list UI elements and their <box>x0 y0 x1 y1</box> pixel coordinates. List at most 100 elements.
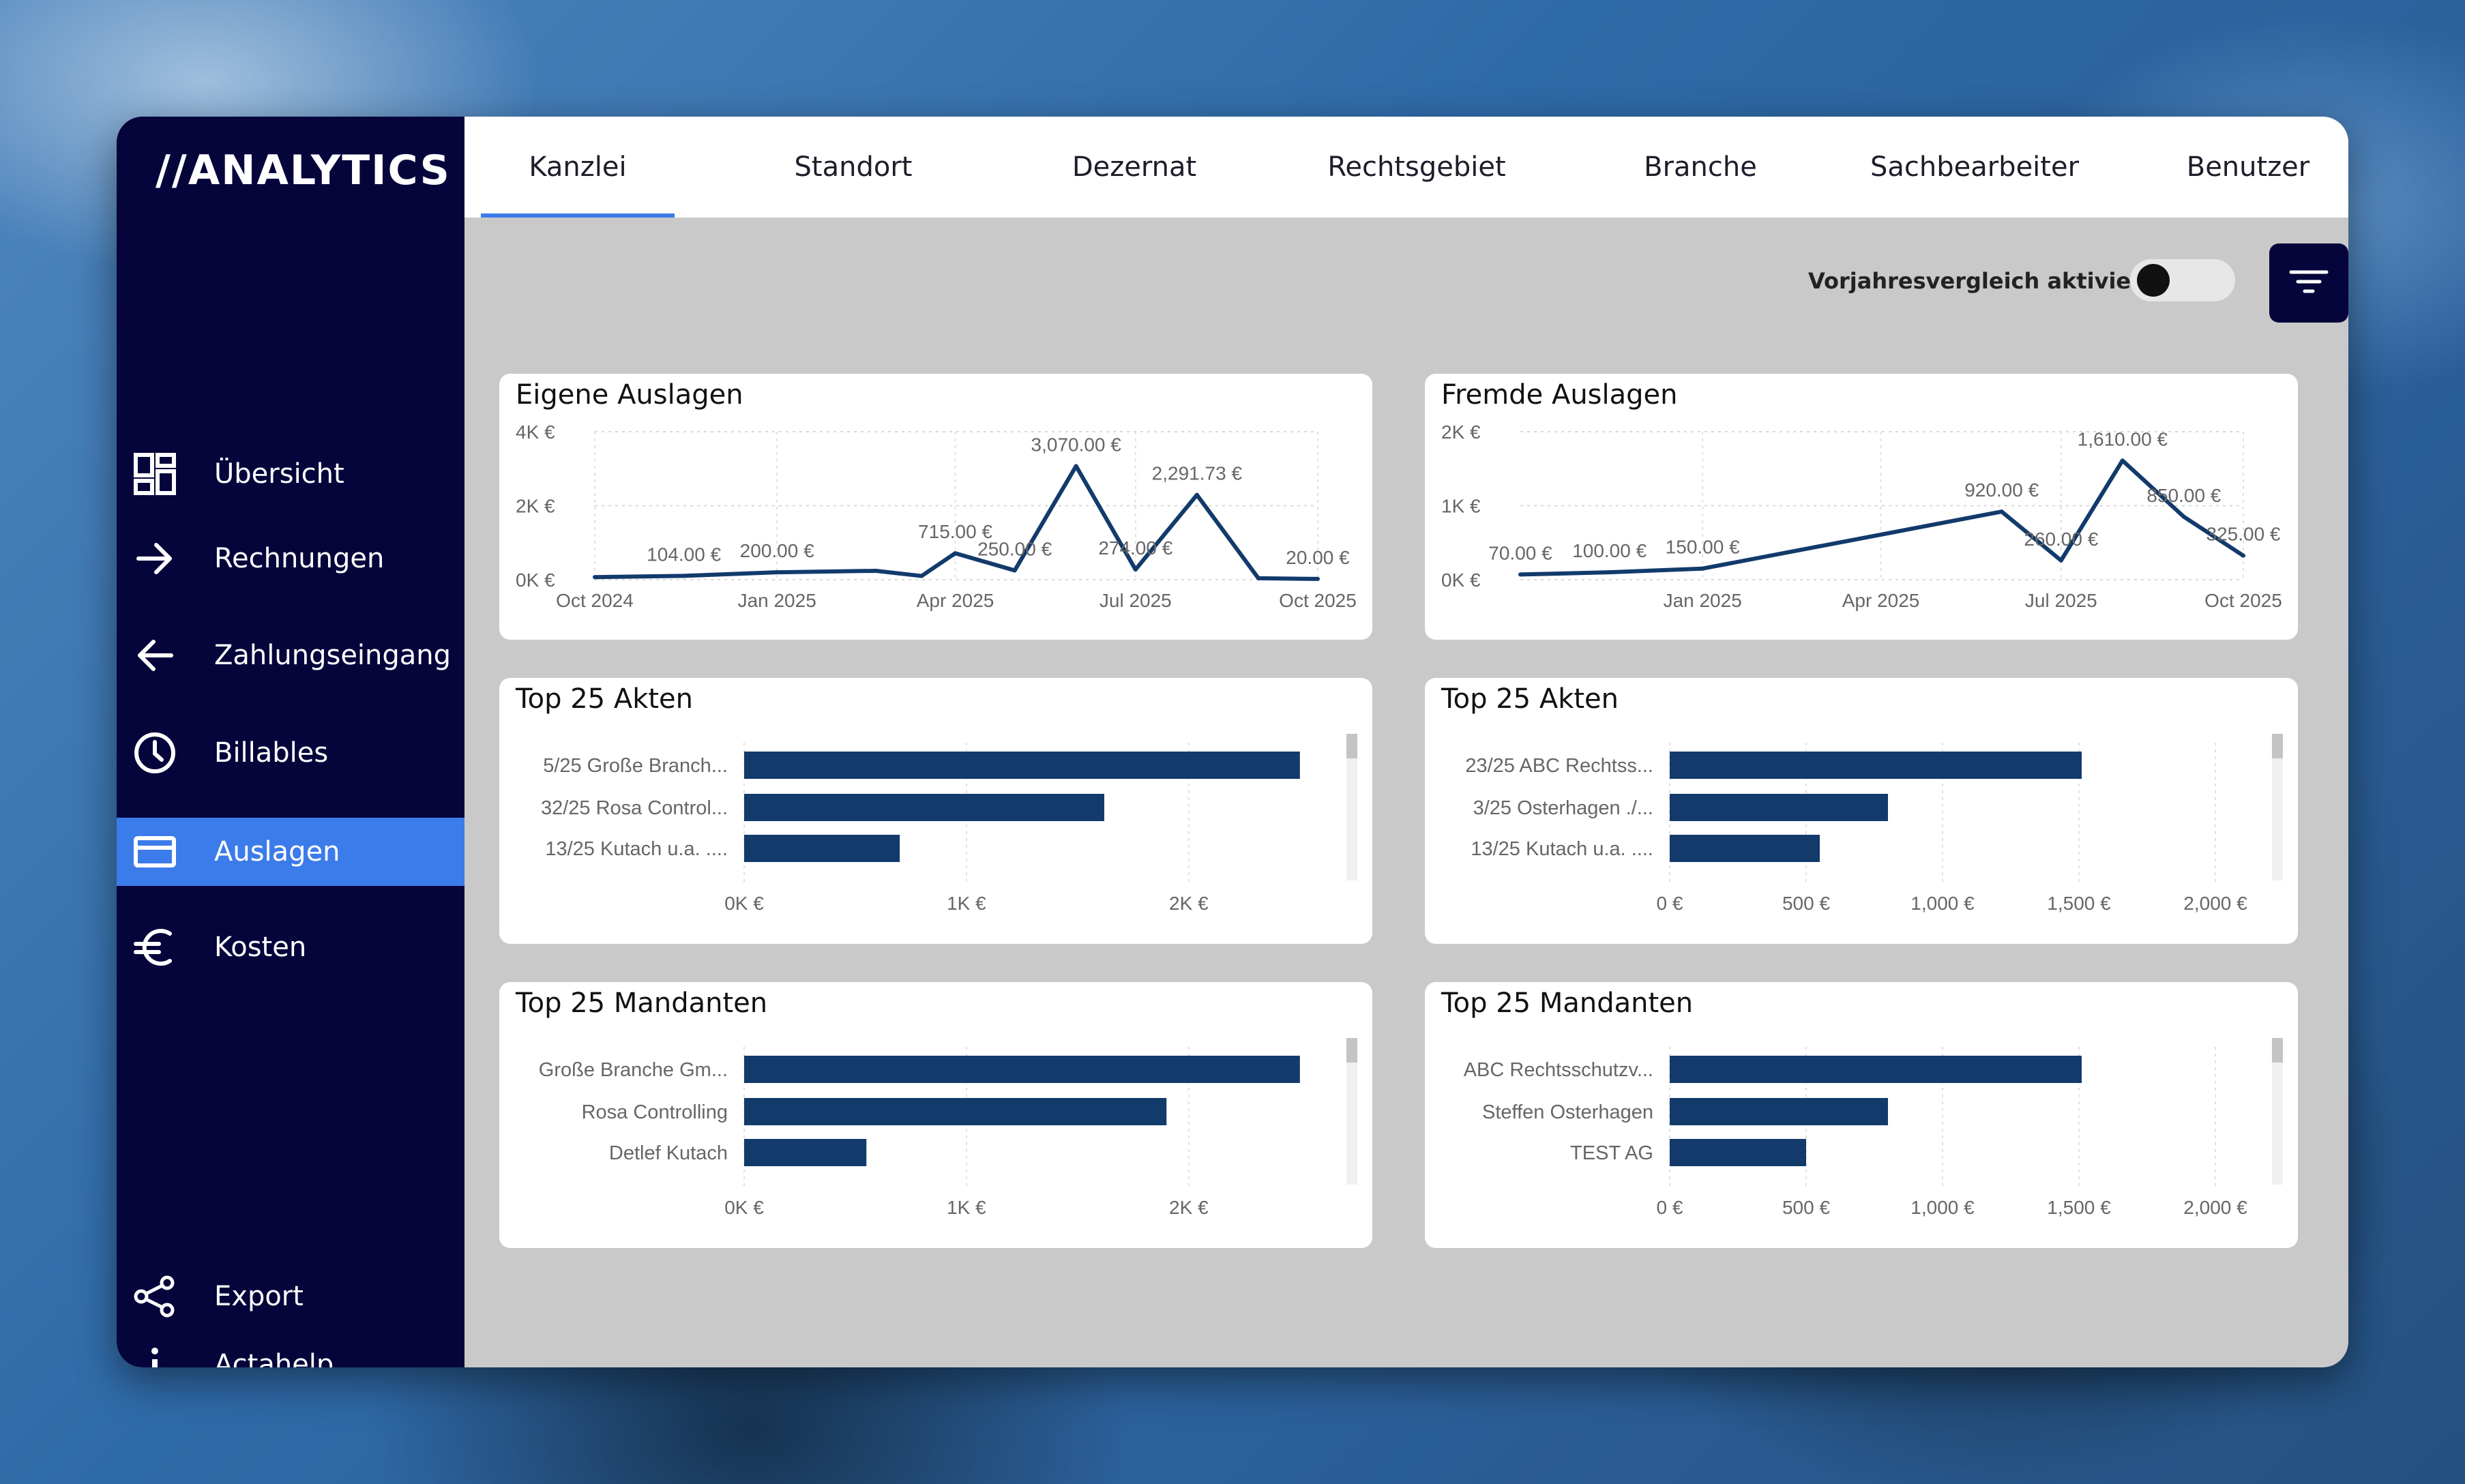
data-point <box>1316 576 1320 581</box>
x-tick-label: 1,500 € <box>2047 1197 2111 1218</box>
x-tick-label: Jan 2025 <box>738 590 816 611</box>
bar[interactable] <box>744 752 1300 779</box>
bar[interactable] <box>744 1098 1167 1125</box>
sidebar-item-kosten[interactable]: Kosten <box>117 913 464 981</box>
chart-title: Top 25 Mandanten <box>1441 988 1694 1019</box>
chart-scrollbar[interactable] <box>2272 734 2283 880</box>
data-point <box>1999 509 2004 514</box>
category-label: Detlef Kutach <box>609 1142 728 1164</box>
bar[interactable] <box>744 1139 867 1166</box>
line-chart-svg: 0K € 2K € 4K € Oct 2024 Jan 2025 Apr 2025 Jul … <box>516 421 1357 611</box>
chart-scrollbar[interactable] <box>1346 734 1357 880</box>
data-point <box>593 575 597 580</box>
tab-sachbearbeiter[interactable]: Sachbearbeiter <box>1870 151 2080 183</box>
series-line <box>1520 458 2245 577</box>
category-label: 13/25 Kutach u.a. .... <box>545 838 728 860</box>
bar[interactable] <box>1670 794 1888 821</box>
data-point <box>775 570 780 575</box>
data-label: 20.00 € <box>1286 547 1350 568</box>
data-point <box>1012 568 1017 573</box>
x-tick-label: Oct 2025 <box>2204 590 2282 611</box>
category-label: 32/25 Rosa Control... <box>541 797 728 819</box>
data-point <box>1518 572 1522 577</box>
chart-title: Top 25 Akten <box>1441 683 1619 715</box>
y-tick-label: 0K € <box>1441 569 1481 591</box>
sidebar-item-export[interactable]: Export <box>117 1262 464 1331</box>
chart-scrollbar[interactable] <box>1346 1038 1357 1185</box>
bar[interactable] <box>744 794 1104 821</box>
chart-top25-mandanten-fremde: Top 25 Mandanten 0 € 500 € 1,000 € 1,500 € 2… <box>1425 982 2298 1248</box>
comparison-toggle[interactable] <box>2130 259 2235 301</box>
x-tick-label: 2,000 € <box>2183 1197 2247 1218</box>
tab-kanzlei[interactable]: Kanzlei <box>481 117 675 218</box>
sidebar-item-billables[interactable]: Billables <box>117 719 464 787</box>
data-point <box>874 568 879 573</box>
chart-title: Eigene Auslagen <box>516 379 743 411</box>
y-tick-label: 0K € <box>516 569 555 591</box>
chart-top25-akten-eigene: Top 25 Akten 0K € 1K € 2K € 5/25 Große Bran… <box>499 678 1372 944</box>
line-chart-plot: 0K € 1K € 2K € Jan 2025 Apr 2025 Jul 2025 Oct … <box>1441 421 2282 611</box>
app-window: //ANALYTICS Übersicht Rechnungen Zahlung… <box>117 117 2348 1367</box>
bar-chart-plot: 0K € 1K € 2K € 5/25 Große Branch... 32/25 Ro… <box>541 743 1300 914</box>
bar[interactable] <box>1670 1056 2082 1083</box>
sidebar-item-label: Export <box>214 1281 304 1312</box>
data-point <box>2120 458 2125 463</box>
bar-chart-plot: 0 € 500 € 1,000 € 1,500 € 2,000 € 23/25 ABC R… <box>1465 743 2247 914</box>
sidebar-item-actahelp[interactable]: Actahelp <box>117 1331 464 1367</box>
series-line <box>594 464 1318 581</box>
sidebar-item-zahlungseingang[interactable]: Zahlungseingang <box>117 621 464 689</box>
scrollbar-thumb[interactable] <box>1346 1038 1357 1063</box>
sidebar-item-label: Zahlungseingang <box>214 640 452 671</box>
y-tick-label: 1K € <box>1441 496 1481 517</box>
data-label: 325.00 € <box>2206 524 2281 545</box>
bar[interactable] <box>744 1056 1300 1083</box>
x-tick-label: 0K € <box>724 893 764 914</box>
category-label: Steffen Osterhagen <box>1482 1101 1653 1123</box>
category-label: ABC Rechtsschutzv... <box>1464 1059 1653 1081</box>
bar[interactable] <box>1670 1139 1806 1166</box>
y-tick-label: 4K € <box>516 421 555 443</box>
tab-benutzer[interactable]: Benutzer <box>2186 151 2310 183</box>
data-label: 70.00 € <box>1488 542 1552 563</box>
scrollbar-thumb[interactable] <box>1346 734 1357 758</box>
filter-button[interactable] <box>2269 243 2348 323</box>
x-tick-label: Apr 2025 <box>917 590 994 611</box>
bar[interactable] <box>1670 835 1820 862</box>
data-point <box>919 574 924 578</box>
x-tick-label: 0K € <box>724 1197 764 1218</box>
data-label: 274.00 € <box>1098 537 1172 559</box>
sidebar-item-uebersicht[interactable]: Übersicht <box>117 440 464 508</box>
scrollbar-thumb[interactable] <box>2272 1038 2283 1063</box>
x-tick-label: 2K € <box>1169 893 1209 914</box>
x-tick-label: 2,000 € <box>2183 893 2247 914</box>
sidebar-item-auslagen[interactable]: Auslagen <box>117 818 464 886</box>
sidebar-item-rechnungen[interactable]: Rechnungen <box>117 524 464 593</box>
tab-standort[interactable]: Standort <box>794 151 913 183</box>
sidebar-item-label: Billables <box>214 737 329 769</box>
data-label: 150.00 € <box>1666 537 1740 558</box>
scrollbar-thumb[interactable] <box>2272 734 2283 758</box>
tab-dezernat[interactable]: Dezernat <box>1072 151 1197 183</box>
clock-icon <box>130 728 179 777</box>
data-label: 260.00 € <box>2024 529 2098 550</box>
chart-top25-mandanten-eigene: Top 25 Mandanten 0K € 1K € 2K € Große Branc… <box>499 982 1372 1248</box>
bar[interactable] <box>744 835 900 862</box>
sidebar-item-label: Kosten <box>214 932 307 963</box>
tab-branche[interactable]: Branche <box>1644 151 1757 183</box>
data-label: 920.00 € <box>1964 479 2039 501</box>
bar[interactable] <box>1670 752 2082 779</box>
bar-chart-svg: 0K € 1K € 2K € 5/25 Große Branch... 32/25 Ro… <box>541 743 1300 914</box>
bar[interactable] <box>1670 1098 1888 1125</box>
tab-rechtsgebiet[interactable]: Rechtsgebiet <box>1327 151 1506 183</box>
data-label: 3,070.00 € <box>1031 434 1122 455</box>
data-label: 100.00 € <box>1572 540 1647 561</box>
chart-scrollbar[interactable] <box>2272 1038 2283 1185</box>
sidebar: //ANALYTICS Übersicht Rechnungen Zahlung… <box>117 117 464 1367</box>
x-tick-label: Oct 2024 <box>556 590 634 611</box>
data-label: 1,610.00 € <box>2078 428 2168 449</box>
data-label: 104.00 € <box>647 544 721 565</box>
info-icon <box>130 1340 179 1367</box>
line-chart-plot: 0K € 2K € 4K € Oct 2024 Jan 2025 Apr 2025 Jul … <box>516 421 1357 611</box>
category-label: 13/25 Kutach u.a. .... <box>1471 838 1653 860</box>
data-point <box>681 574 686 578</box>
